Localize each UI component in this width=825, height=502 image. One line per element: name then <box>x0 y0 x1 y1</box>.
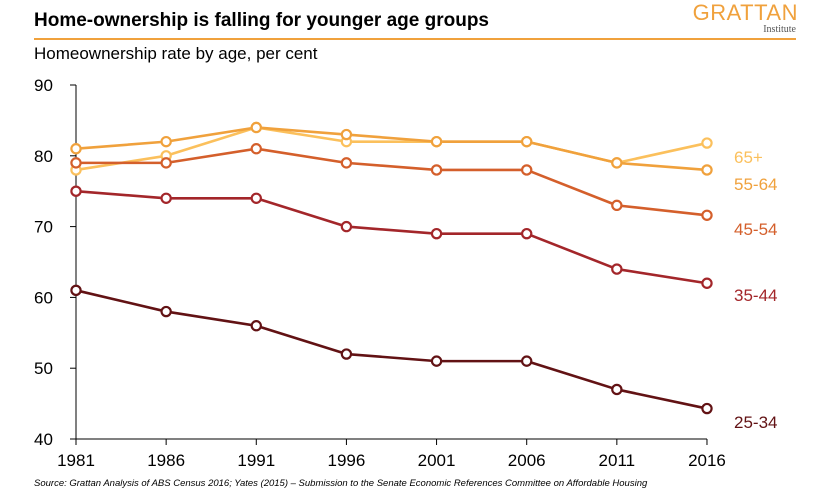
data-point-65+ <box>701 137 713 149</box>
x-tick-label: 1981 <box>57 451 95 470</box>
data-point-55-64 <box>430 135 443 148</box>
data-point-35-44 <box>611 263 623 275</box>
data-point-55-64 <box>701 164 713 176</box>
logo-text: GRATTAN <box>692 0 798 25</box>
series-line-35-44 <box>75 189 708 285</box>
data-point-25-34 <box>250 320 262 332</box>
series-line-45-54 <box>76 147 708 217</box>
series-line-55-64 <box>75 126 708 172</box>
data-point-35-44 <box>430 227 443 240</box>
x-tick-label: 2011 <box>599 451 636 470</box>
x-tick-label: 1996 <box>328 451 366 470</box>
source-note: Source: Grattan Analysis of ABS Census 2… <box>34 478 648 489</box>
data-point-25-34 <box>521 355 533 367</box>
data-point-25-34 <box>70 284 82 297</box>
chart-title: Home-ownership is falling for younger ag… <box>34 10 489 31</box>
y-tick-label: 90 <box>34 76 53 95</box>
y-tick-label: 40 <box>34 430 53 449</box>
data-point-25-34 <box>611 383 623 396</box>
x-tick-label: 1991 <box>237 451 275 470</box>
y-tick-label: 70 <box>34 218 53 237</box>
data-point-55-64 <box>611 157 623 169</box>
series-line-25-34 <box>75 289 708 410</box>
data-point-25-34 <box>340 348 353 360</box>
data-point-45-54 <box>611 199 623 212</box>
chart-subtitle: Homeownership rate by age, per cent <box>34 44 318 63</box>
y-tick-label: 50 <box>34 359 53 378</box>
data-point-35-44 <box>701 277 713 289</box>
y-tick-label: 60 <box>34 288 53 307</box>
data-point-25-34 <box>701 402 713 415</box>
logo-subtext: Institute <box>763 24 796 35</box>
data-point-55-64 <box>521 135 533 148</box>
data-point-35-44 <box>250 192 262 204</box>
data-point-35-44 <box>70 185 82 197</box>
data-point-35-44 <box>160 192 172 204</box>
series-label-25-34: 25-34 <box>734 413 777 432</box>
series-label-65+: 65+ <box>734 148 763 167</box>
data-point-55-64 <box>250 121 262 134</box>
x-tick-label: 1986 <box>147 451 185 470</box>
data-point-55-64 <box>70 143 82 155</box>
x-tick-label: 2006 <box>508 451 546 470</box>
x-tick-label: 2016 <box>688 451 726 470</box>
series-label-55-64: 55-64 <box>734 175 777 194</box>
title-divider <box>34 38 796 40</box>
data-point-45-54 <box>701 209 713 221</box>
grattan-logo: GRATTAN Institute <box>652 0 798 40</box>
data-point-45-54 <box>521 164 533 176</box>
data-point-25-34 <box>430 355 443 367</box>
data-point-55-64 <box>160 135 172 148</box>
data-point-25-34 <box>160 305 172 318</box>
x-tick-label: 2001 <box>418 451 456 470</box>
data-point-35-44 <box>521 227 533 240</box>
series-label-35-44: 35-44 <box>734 286 777 305</box>
data-point-55-64 <box>340 128 353 141</box>
data-point-45-54 <box>250 143 262 155</box>
data-point-45-54 <box>340 157 353 169</box>
y-tick-label: 80 <box>34 147 53 166</box>
data-point-45-54 <box>70 157 82 169</box>
series-label-45-54: 45-54 <box>734 220 777 239</box>
data-point-45-54 <box>430 164 443 176</box>
data-point-35-44 <box>340 220 353 233</box>
data-point-45-54 <box>160 157 172 169</box>
